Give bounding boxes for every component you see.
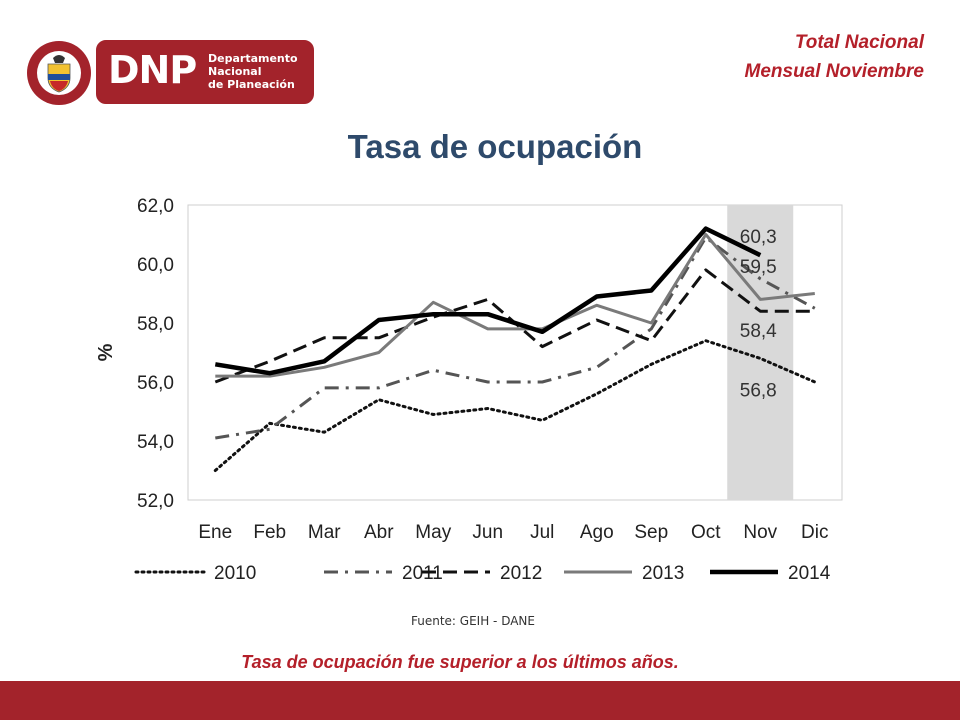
bottom-brand-bar xyxy=(0,681,960,720)
y-tick-label: 56,0 xyxy=(137,373,174,394)
x-tick-label: Mar xyxy=(308,522,341,543)
x-tick-label: Ago xyxy=(580,522,614,543)
series-line-2014 xyxy=(214,226,762,376)
dnp-name-line2: Nacional xyxy=(208,65,262,78)
dnp-name-line3: de Planeación xyxy=(208,78,295,91)
x-tick-label: Dic xyxy=(801,522,828,543)
x-tick-label: May xyxy=(415,522,451,543)
colombia-seal-icon xyxy=(27,41,91,105)
x-tick-label: Ene xyxy=(198,522,232,543)
line-chart: 52,0 54,0 56,0 58,0 60,0 62,0% Ene Feb Mar Abr May… xyxy=(95,196,843,584)
legend-label: 2012 xyxy=(500,563,542,584)
y-tick-label: 52,0 xyxy=(137,491,174,512)
source-note: Fuente: GEIH - DANE xyxy=(411,614,535,628)
highlight-band xyxy=(727,205,794,500)
data-label: 58,4 xyxy=(740,321,777,342)
x-tick-label: Sep xyxy=(634,522,668,543)
x-tick-label: Jul xyxy=(530,522,554,543)
y-tick-label: 54,0 xyxy=(137,432,174,453)
period-label: Mensual Noviembre xyxy=(744,61,925,82)
y-tick-label: 60,0 xyxy=(137,255,174,276)
scope-label: Total Nacional xyxy=(794,32,924,53)
x-tick-label: Oct xyxy=(691,522,721,543)
data-label: 60,3 xyxy=(740,227,777,248)
dnp-name-line1: Departamento xyxy=(208,52,298,65)
legend-label: 2014 xyxy=(788,563,831,584)
dnp-badge: DNP Departamento Nacional de Planeación xyxy=(96,40,314,104)
series-line-2011 xyxy=(215,236,816,440)
y-axis-label: % xyxy=(95,343,117,361)
y-tick-label: 62,0 xyxy=(137,196,174,217)
x-tick-label: Nov xyxy=(743,522,777,543)
legend-label: 2010 xyxy=(214,563,256,584)
dnp-acronym: DNP xyxy=(108,48,197,92)
series-line-2010 xyxy=(213,339,817,472)
x-tick-label: Feb xyxy=(253,522,286,543)
dnp-name: Departamento Nacional de Planeación xyxy=(208,52,298,91)
x-tick-label: Jun xyxy=(472,522,503,543)
dnp-logo: DNP Departamento Nacional de Planeación xyxy=(26,38,314,108)
series-line-2013 xyxy=(215,233,815,378)
legend-label: 2013 xyxy=(642,563,684,584)
data-label: 56,8 xyxy=(740,380,777,401)
data-label: 59,5 xyxy=(740,257,777,278)
footer-note: Tasa de ocupación fue superior a los últ… xyxy=(241,652,679,672)
report-scope: Total Nacional Mensual Noviembre xyxy=(745,28,925,86)
x-tick-label: Abr xyxy=(364,522,394,543)
page-title: Tasa de ocupación xyxy=(347,128,643,165)
y-tick-label: 58,0 xyxy=(137,314,174,335)
